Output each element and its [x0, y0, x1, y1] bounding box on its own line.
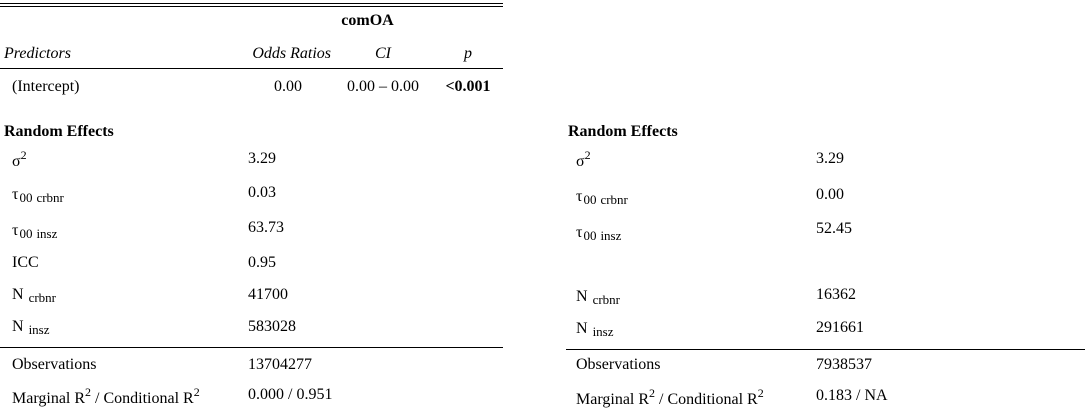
n-crbnr-sub: crbnr: [28, 290, 56, 305]
sigma-label: σ2: [12, 148, 27, 171]
model-title: comOA: [341, 12, 394, 29]
tau-symbol: τ: [12, 222, 19, 239]
r2-value: 0.000 / 0.951: [248, 386, 333, 403]
intercept-ci: 0.00 – 0.00: [347, 78, 419, 95]
r2-sup: 2: [85, 385, 92, 399]
observations-value: 7938537: [816, 356, 872, 373]
sigma-value: 3.29: [816, 150, 844, 167]
tau-crbnr-sub: crbnr: [600, 192, 628, 207]
top-double-rule-2: [0, 6, 503, 7]
n-symbol: N: [12, 286, 24, 303]
intercept-odds-ratio: 0.00: [274, 78, 302, 95]
tau-index: 00: [19, 226, 33, 241]
n-crbnr-sub: crbnr: [592, 292, 620, 307]
sigma-sup: 2: [584, 148, 591, 162]
tau-insz-sub: insz: [36, 226, 58, 241]
n-symbol: N: [12, 318, 24, 335]
r2-marginal-text: Marginal R: [12, 390, 86, 407]
header-predictors: Predictors: [4, 45, 71, 62]
r2-sup: 2: [193, 385, 200, 399]
n-insz-sub: insz: [592, 324, 614, 339]
observations-value: 13704277: [248, 356, 312, 373]
n-symbol: N: [576, 320, 588, 337]
n-crbnr-value: 41700: [248, 286, 288, 303]
icc-label: ICC: [12, 254, 39, 271]
tau-crbnr-sub: crbnr: [36, 190, 64, 205]
tau-index: 00: [583, 228, 597, 243]
tau-crbnr-label: τ00 crbnr: [576, 188, 628, 207]
header-rule: [0, 68, 503, 69]
tau-symbol: τ: [576, 188, 583, 205]
r2-label: Marginal R2 / Conditional R2: [576, 386, 764, 409]
top-double-rule: [0, 3, 503, 4]
intercept-p: <0.001: [445, 78, 491, 95]
tau-symbol: τ: [12, 186, 19, 203]
r2-value: 0.183 / NA: [816, 387, 888, 404]
tau-index: 00: [583, 192, 597, 207]
n-insz-value: 291661: [816, 319, 864, 336]
tau-insz-sub: insz: [600, 228, 622, 243]
sigma-symbol: σ: [576, 153, 585, 170]
sigma-label: σ2: [576, 148, 591, 171]
n-insz-value: 583028: [248, 318, 296, 335]
r2-marginal-text: Marginal R: [576, 391, 650, 408]
tau-insz-label: τ00 insz: [576, 224, 622, 243]
r2-label: Marginal R2 / Conditional R2: [12, 385, 200, 408]
sigma-symbol: σ: [12, 153, 21, 170]
tau-insz-value: 52.45: [816, 220, 852, 237]
observations-label: Observations: [12, 356, 97, 373]
n-crbnr-value: 16362: [816, 286, 856, 303]
tau-index: 00: [19, 190, 33, 205]
intercept-label: (Intercept): [12, 78, 80, 95]
observations-rule: [0, 347, 503, 348]
random-effects-title: Random Effects: [4, 123, 114, 140]
tau-insz-label: τ00 insz: [12, 222, 58, 241]
random-effects-title: Random Effects: [568, 123, 678, 140]
r2-conditional-text: / Conditional R: [91, 390, 194, 407]
icc-value: 0.95: [248, 254, 276, 271]
tau-crbnr-label: τ00 crbnr: [12, 186, 64, 205]
n-insz-sub: insz: [28, 322, 50, 337]
tau-insz-value: 63.73: [248, 219, 284, 236]
observations-rule: [566, 349, 1085, 350]
header-odds-ratios: Odds Ratios: [252, 45, 331, 62]
tau-symbol: τ: [576, 224, 583, 241]
observations-label: Observations: [576, 356, 661, 373]
header-ci: CI: [375, 45, 391, 62]
n-symbol: N: [576, 288, 588, 305]
sigma-sup: 2: [20, 148, 27, 162]
r2-sup: 2: [757, 386, 764, 400]
tau-crbnr-value: 0.03: [248, 184, 276, 201]
r2-sup: 2: [649, 386, 656, 400]
header-p: p: [464, 45, 472, 62]
r2-conditional-text: / Conditional R: [655, 391, 758, 408]
tau-crbnr-value: 0.00: [816, 186, 844, 203]
sigma-value: 3.29: [248, 150, 276, 167]
